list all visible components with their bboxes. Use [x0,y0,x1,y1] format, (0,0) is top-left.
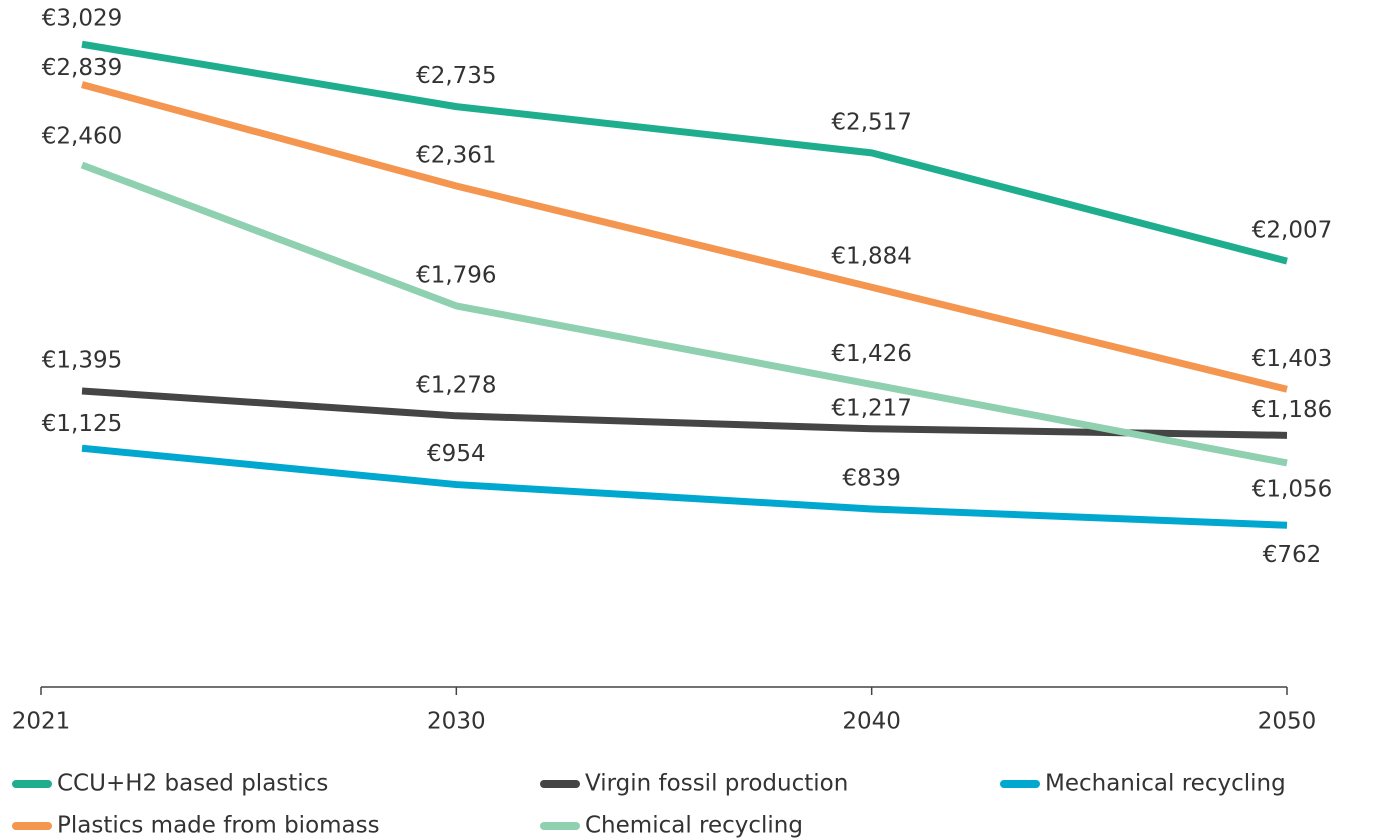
line [81,387,1288,439]
data-label: €1,884 [831,244,911,270]
data-label: €2,735 [416,63,496,89]
legend-label: CCU+H2 based plastics [57,771,328,797]
data-label: €954 [427,441,486,467]
x-tick-label: 2050 [1258,709,1317,735]
data-label: €1,217 [831,395,911,421]
x-tick-label: 2021 [12,709,71,735]
data-label: €2,007 [1252,218,1332,244]
x-tick-label: 2030 [427,709,486,735]
legend-label: Plastics made from biomass [57,813,380,839]
data-label: €1,403 [1252,346,1332,372]
data-label: €1,125 [42,411,122,437]
line [81,444,1288,529]
data-label: €2,517 [831,109,911,135]
data-label: €2,839 [42,55,122,81]
data-label: €2,460 [42,123,122,149]
data-label: €1,426 [831,341,911,367]
line [81,81,1288,393]
data-label: €3,029 [42,6,122,32]
line [80,161,1288,467]
data-label: €1,278 [416,372,496,398]
legend-label: Mechanical recycling [1045,771,1286,797]
legend-label: Chemical recycling [585,813,803,839]
data-label: €2,361 [416,142,496,168]
line [81,40,1288,265]
data-label: €1,056 [1252,476,1332,502]
data-label: €1,796 [416,262,496,288]
data-label: €1,395 [42,347,122,373]
x-tick-label: 2040 [842,709,901,735]
legend-label: Virgin fossil production [585,771,848,797]
data-label: €1,186 [1252,397,1332,423]
data-label: €762 [1263,542,1322,568]
data-label: €839 [842,465,901,491]
